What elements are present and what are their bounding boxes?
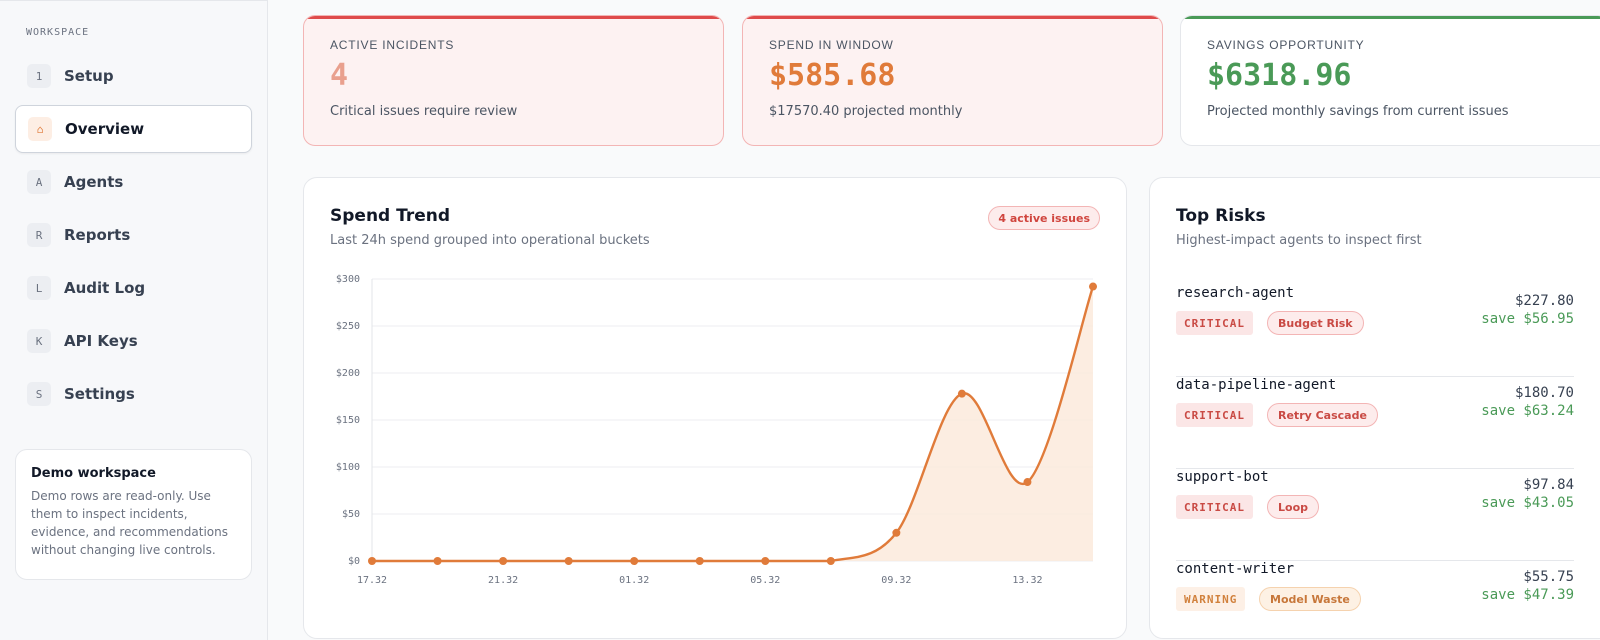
agent-cost: $180.70	[1514, 385, 1574, 401]
risk-type-badge: Budget Risk	[1267, 311, 1364, 335]
y-tick-label: $150	[336, 415, 360, 426]
audit-log-icon: L	[27, 276, 51, 300]
data-point	[1023, 478, 1032, 487]
spend-trend-title: Spend Trend	[330, 206, 451, 226]
data-point	[761, 557, 770, 565]
spend-area	[372, 286, 1093, 561]
sidebar-item-audit-log[interactable]: L Audit Log	[15, 264, 252, 312]
spend-in-window-card[interactable]: SPEND IN WINDOW $585.68 $17570.40 projec…	[742, 15, 1163, 146]
sidebar-item-label: API Keys	[64, 332, 138, 350]
setup-icon: 1	[27, 64, 51, 88]
sidebar-item-label: Overview	[65, 120, 145, 138]
agent-name: research-agent	[1176, 285, 1295, 301]
x-tick-label: 13.32	[1012, 575, 1042, 586]
data-point	[695, 557, 704, 565]
stat-subtext: Critical issues require review	[330, 104, 518, 119]
y-tick-label: $50	[342, 509, 360, 520]
active-incidents-card[interactable]: ACTIVE INCIDENTS 4 Critical issues requi…	[303, 15, 724, 146]
stat-subtext: Projected monthly savings from current i…	[1207, 104, 1509, 119]
y-tick-label: $250	[336, 321, 360, 332]
home-icon: ⌂	[28, 117, 52, 141]
sidebar: WORKSPACE 1 Setup ⌂ Overview A Agents R …	[0, 0, 268, 640]
demo-workspace-card: Demo workspace Demo rows are read-only. …	[15, 449, 252, 580]
top-risks-panel: Top Risks Highest-impact agents to inspe…	[1149, 177, 1600, 639]
x-tick-label: 17.32	[357, 575, 387, 586]
data-point	[1089, 282, 1097, 291]
demo-workspace-text: Demo rows are read-only. Use them to ins…	[31, 489, 228, 557]
y-tick-label: $0	[348, 556, 360, 567]
agent-savings: save $63.24	[1481, 403, 1574, 419]
data-point	[368, 557, 376, 565]
stat-subtext: $17570.40 projected monthly	[769, 104, 963, 119]
agent-savings: save $47.39	[1481, 587, 1574, 603]
data-point	[892, 528, 901, 537]
agent-name: support-bot	[1176, 469, 1269, 485]
y-tick-label: $300	[336, 274, 360, 285]
sidebar-item-settings[interactable]: S Settings	[15, 370, 252, 418]
agent-name: content-writer	[1176, 561, 1295, 577]
sidebar-item-reports[interactable]: R Reports	[15, 211, 252, 259]
workspace-section-label: WORKSPACE	[26, 27, 90, 38]
sidebar-item-overview[interactable]: ⌂ Overview	[15, 105, 252, 153]
settings-icon: S	[27, 382, 51, 406]
stat-label: SPEND IN WINDOW	[769, 38, 894, 52]
agent-savings: save $43.05	[1481, 495, 1574, 511]
stat-value: $585.68	[769, 58, 896, 93]
data-point	[630, 557, 639, 565]
risk-type-badge: Loop	[1267, 495, 1319, 519]
reports-icon: R	[27, 223, 51, 247]
spend-trend-panel: Spend Trend Last 24h spend grouped into …	[303, 177, 1127, 639]
risk-row[interactable]: support-bot CRITICAL Loop $97.84 save $4…	[1176, 469, 1574, 561]
severity-badge: CRITICAL	[1176, 311, 1253, 335]
agent-cost: $55.75	[1523, 569, 1574, 585]
stat-label: SAVINGS OPPORTUNITY	[1207, 38, 1365, 52]
spend-trend-chart: $0 $50 $100 $150 $200 $250 $300 17.32 21.32 01.32…	[336, 274, 1097, 586]
spend-trend-subtitle: Last 24h spend grouped into operational …	[330, 233, 650, 248]
severity-badge: CRITICAL	[1176, 403, 1253, 427]
agent-cost: $227.80	[1514, 293, 1574, 309]
risk-row[interactable]: content-writer WARNING Model Waste $55.7…	[1176, 561, 1574, 640]
sidebar-item-label: Reports	[64, 226, 131, 244]
stat-value: $6318.96	[1207, 58, 1352, 93]
data-point	[564, 557, 573, 565]
severity-badge: CRITICAL	[1176, 495, 1253, 519]
severity-badge: WARNING	[1176, 587, 1246, 611]
data-point	[433, 557, 442, 565]
savings-opportunity-card[interactable]: SAVINGS OPPORTUNITY $6318.96 Projected m…	[1180, 15, 1600, 146]
x-tick-label: 09.32	[881, 575, 911, 586]
sidebar-item-label: Setup	[64, 67, 114, 85]
sidebar-item-agents[interactable]: A Agents	[15, 158, 252, 206]
x-tick-label: 21.32	[488, 575, 518, 586]
risk-type-badge: Model Waste	[1259, 587, 1361, 611]
data-point	[499, 557, 508, 565]
agent-savings: save $56.95	[1481, 311, 1574, 327]
stat-value: 4	[330, 58, 349, 93]
active-issues-badge[interactable]: 4 active issues	[988, 206, 1100, 230]
demo-workspace-title: Demo workspace	[31, 466, 156, 481]
agent-name: data-pipeline-agent	[1176, 377, 1337, 393]
y-tick-label: $100	[336, 462, 360, 473]
data-point	[957, 389, 966, 398]
x-tick-label: 05.32	[750, 575, 780, 586]
data-point	[826, 557, 835, 565]
top-risks-subtitle: Highest-impact agents to inspect first	[1176, 233, 1422, 248]
stat-label: ACTIVE INCIDENTS	[330, 38, 455, 52]
sidebar-item-setup[interactable]: 1 Setup	[15, 52, 252, 100]
sidebar-item-label: Agents	[64, 173, 124, 191]
sidebar-item-label: Settings	[64, 385, 135, 403]
x-tick-label: 01.32	[619, 575, 649, 586]
risk-row[interactable]: data-pipeline-agent CRITICAL Retry Casca…	[1176, 377, 1574, 469]
agents-icon: A	[27, 170, 51, 194]
y-tick-label: $200	[336, 368, 360, 379]
sidebar-item-api-keys[interactable]: K API Keys	[15, 317, 252, 365]
risk-type-badge: Retry Cascade	[1267, 403, 1378, 427]
top-risks-title: Top Risks	[1176, 206, 1266, 226]
api-keys-icon: K	[27, 329, 51, 353]
agent-cost: $97.84	[1523, 477, 1574, 493]
risk-row[interactable]: research-agent CRITICAL Budget Risk $227…	[1176, 285, 1574, 377]
sidebar-item-label: Audit Log	[64, 279, 146, 297]
